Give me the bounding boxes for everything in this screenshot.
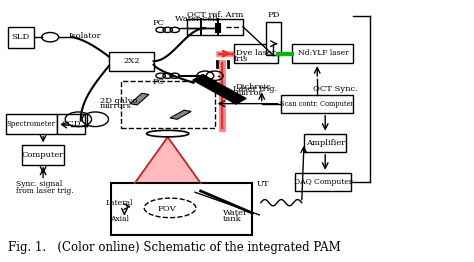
Text: tank: tank xyxy=(223,215,242,223)
Text: Laser trig.: Laser trig. xyxy=(233,85,277,93)
Text: OCT ref. Arm: OCT ref. Arm xyxy=(187,11,243,19)
Text: Sync. signal: Sync. signal xyxy=(16,181,63,188)
Text: Iris: Iris xyxy=(234,55,248,63)
Bar xyxy=(295,173,351,191)
Text: DAQ Computer: DAQ Computer xyxy=(294,178,352,186)
Text: PD: PD xyxy=(267,11,280,19)
Ellipse shape xyxy=(146,130,189,137)
Bar xyxy=(22,145,64,165)
Bar xyxy=(304,134,346,152)
Text: Axial: Axial xyxy=(110,215,129,223)
Bar xyxy=(6,114,57,134)
Polygon shape xyxy=(130,93,149,105)
Text: SLD: SLD xyxy=(12,33,30,41)
Bar xyxy=(57,114,85,134)
Bar xyxy=(186,19,243,35)
Text: OCT Sync.: OCT Sync. xyxy=(313,85,358,93)
Bar xyxy=(8,27,34,48)
Polygon shape xyxy=(135,137,201,183)
Bar xyxy=(109,52,154,71)
Text: mirror: mirror xyxy=(236,89,264,97)
Text: Isolator: Isolator xyxy=(69,32,101,40)
Text: Spectrometer: Spectrometer xyxy=(7,120,56,128)
Polygon shape xyxy=(170,110,191,119)
Text: mirrors: mirrors xyxy=(100,102,131,110)
Text: Fig. 1.   (Color online) Schematic of the integrated PAM: Fig. 1. (Color online) Schematic of the … xyxy=(8,241,341,254)
Text: Lateral: Lateral xyxy=(106,199,134,207)
Text: Dichroic: Dichroic xyxy=(236,83,272,91)
Bar xyxy=(121,81,215,128)
Text: Computer: Computer xyxy=(22,151,64,159)
Text: CCD: CCD xyxy=(62,120,81,128)
Text: Scan contr. Computer: Scan contr. Computer xyxy=(280,100,354,108)
Polygon shape xyxy=(193,75,246,104)
Text: Amplifier: Amplifier xyxy=(306,139,345,147)
Text: PC: PC xyxy=(152,78,164,86)
Text: Water: Water xyxy=(223,209,248,217)
Bar xyxy=(292,44,354,63)
Bar xyxy=(266,21,281,56)
Text: PC: PC xyxy=(152,19,164,27)
Bar xyxy=(234,44,278,63)
Bar xyxy=(281,95,354,113)
Text: UT: UT xyxy=(257,181,270,188)
Text: 2X2: 2X2 xyxy=(123,57,139,65)
Text: 2D galvo: 2D galvo xyxy=(100,97,137,105)
Text: Nd:YLF laser: Nd:YLF laser xyxy=(298,50,348,57)
Text: from laser trig.: from laser trig. xyxy=(16,187,74,195)
Text: Dye laser: Dye laser xyxy=(236,50,276,57)
Bar xyxy=(111,183,252,235)
Text: FOV: FOV xyxy=(157,205,176,213)
Text: Water cell: Water cell xyxy=(174,15,217,23)
